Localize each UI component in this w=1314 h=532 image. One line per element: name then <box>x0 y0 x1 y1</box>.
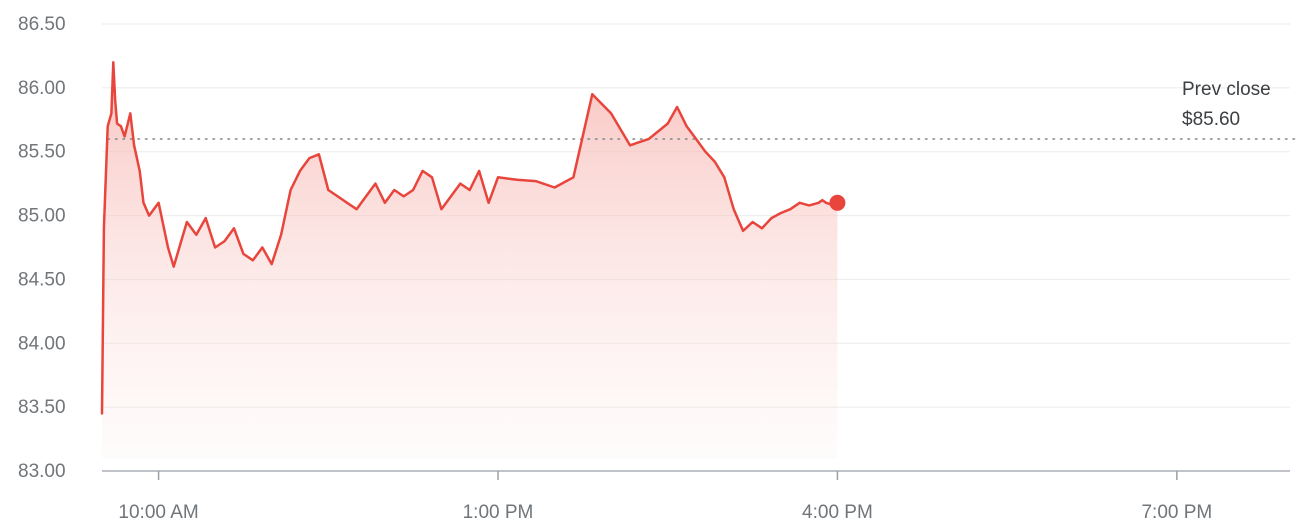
y-tick-label: 85.00 <box>18 206 66 227</box>
y-tick-label: 83.50 <box>18 397 66 418</box>
y-axis: 86.50 86.00 85.50 85.00 84.50 84.00 83.50 83.00 <box>18 14 66 482</box>
x-tick-label: 4:00 PM <box>802 502 873 523</box>
x-tick-label: 10:00 AM <box>118 502 198 523</box>
prev-close-label: Prev close <box>1182 79 1271 100</box>
prev-close-value: $85.60 <box>1182 109 1240 130</box>
last-price-marker <box>829 194 846 211</box>
x-tick-label: 7:00 PM <box>1141 502 1212 523</box>
y-tick-label: 86.00 <box>18 78 66 99</box>
y-tick-label: 83.00 <box>18 461 66 482</box>
x-tick-label: 1:00 PM <box>463 502 534 523</box>
prev-close-reference: Prev close $85.60 <box>107 79 1297 140</box>
y-tick-label: 84.00 <box>18 333 66 354</box>
x-axis: 10:00 AM 1:00 PM 4:00 PM 7:00 PM <box>102 470 1290 523</box>
price-area-fill <box>102 62 838 459</box>
price-line <box>100 61 839 415</box>
y-tick-label: 84.50 <box>18 269 66 290</box>
price-area <box>102 62 838 459</box>
last-price-marker-group <box>829 194 846 211</box>
y-tick-label: 86.50 <box>18 14 66 35</box>
y-tick-label: 85.50 <box>18 142 66 163</box>
price-line-group <box>100 61 839 415</box>
